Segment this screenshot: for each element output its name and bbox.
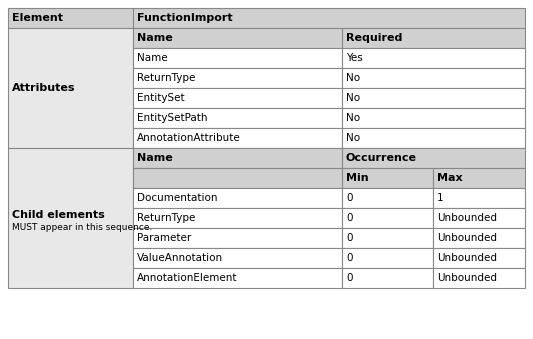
Bar (133, 48, 342, 68)
Text: Parameter: Parameter (137, 233, 191, 243)
Bar (133, 248, 342, 268)
Bar (133, 168, 342, 188)
Text: 0: 0 (346, 233, 352, 243)
Text: ValueAnnotation: ValueAnnotation (137, 253, 223, 263)
Bar (433, 228, 525, 248)
Text: Max: Max (437, 173, 463, 183)
Bar (133, 128, 342, 148)
Bar (433, 248, 525, 268)
Bar (342, 248, 433, 268)
Text: EntitySet: EntitySet (137, 93, 184, 103)
Text: Attributes: Attributes (12, 83, 76, 93)
Bar (342, 168, 433, 188)
Text: Name: Name (137, 53, 167, 63)
Bar (433, 268, 525, 288)
Text: AnnotationAttribute: AnnotationAttribute (137, 133, 241, 143)
Bar (342, 188, 433, 208)
Text: No: No (346, 73, 360, 83)
Bar (8, 28, 133, 148)
Text: 0: 0 (346, 213, 352, 223)
Bar (133, 188, 342, 208)
Text: No: No (346, 93, 360, 103)
Bar (433, 188, 525, 208)
Bar (133, 88, 342, 108)
Text: 0: 0 (346, 253, 352, 263)
Text: FunctionImport: FunctionImport (137, 13, 232, 23)
Text: 0: 0 (346, 193, 352, 203)
Text: ReturnType: ReturnType (137, 73, 196, 83)
Bar (8, 8, 133, 28)
Bar (342, 148, 525, 168)
Bar (133, 68, 342, 88)
Text: Unbounded: Unbounded (437, 233, 497, 243)
Bar (8, 148, 133, 288)
Text: Name: Name (137, 33, 173, 43)
Bar (133, 28, 342, 48)
Bar (342, 68, 525, 88)
Text: AnnotationElement: AnnotationElement (137, 273, 238, 283)
Text: Unbounded: Unbounded (437, 273, 497, 283)
Text: Unbounded: Unbounded (437, 213, 497, 223)
Text: 0: 0 (346, 273, 352, 283)
Text: 1: 1 (437, 193, 443, 203)
Bar (133, 108, 342, 128)
Bar (342, 228, 433, 248)
Bar (133, 268, 342, 288)
Bar (133, 148, 342, 168)
Bar (342, 128, 525, 148)
Text: MUST appear in this sequence.: MUST appear in this sequence. (12, 222, 152, 232)
Text: Name: Name (137, 153, 173, 163)
Bar (342, 208, 433, 228)
Bar (133, 208, 342, 228)
Bar (342, 28, 525, 48)
Bar (342, 88, 525, 108)
Bar (133, 8, 525, 28)
Text: Child elements: Child elements (12, 210, 105, 220)
Text: Yes: Yes (346, 53, 363, 63)
Text: Documentation: Documentation (137, 193, 217, 203)
Text: No: No (346, 113, 360, 123)
Text: Required: Required (346, 33, 402, 43)
Text: ReturnType: ReturnType (137, 213, 196, 223)
Bar (433, 208, 525, 228)
Text: EntitySetPath: EntitySetPath (137, 113, 207, 123)
Text: Min: Min (346, 173, 369, 183)
Bar (342, 108, 525, 128)
Text: Element: Element (12, 13, 63, 23)
Text: Occurrence: Occurrence (346, 153, 417, 163)
Text: Unbounded: Unbounded (437, 253, 497, 263)
Bar (342, 48, 525, 68)
Text: No: No (346, 133, 360, 143)
Bar (342, 268, 433, 288)
Bar (433, 168, 525, 188)
Bar (133, 228, 342, 248)
